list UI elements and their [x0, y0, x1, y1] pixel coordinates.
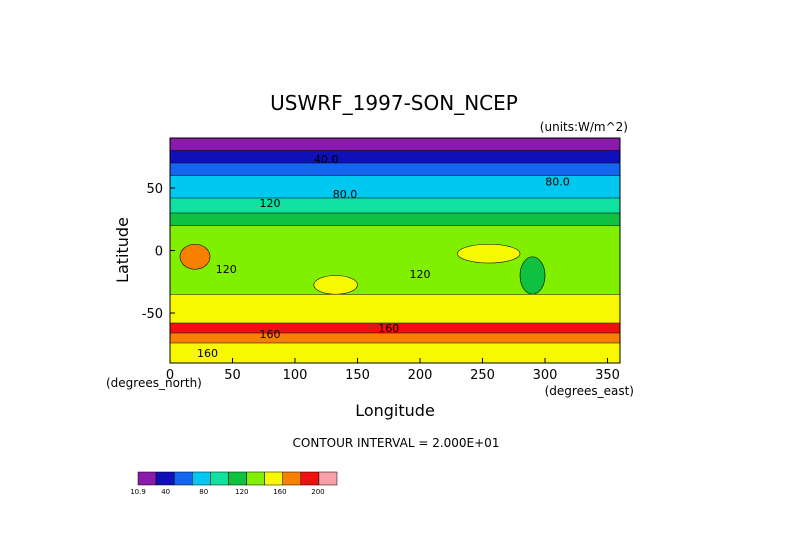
x-tick-label: 250: [470, 368, 495, 383]
heatmap-band: [170, 294, 620, 323]
contour-label: 160: [378, 322, 399, 335]
x-tick-label: 150: [345, 368, 370, 383]
heatmap-region-patch: [313, 275, 358, 295]
chart-title: USWRF_1997-SON_NCEP: [270, 91, 518, 115]
heatmap-band: [170, 225, 620, 295]
contour-label: 160: [197, 347, 218, 360]
heatmap-region-patch: [519, 256, 546, 295]
y-axis-ticks: -50 0 50: [142, 182, 175, 322]
y-axis-label: Latitude: [113, 217, 132, 283]
y-tick-label: 0: [155, 245, 163, 260]
colorbar-swatch: [318, 471, 338, 486]
colorbar-tick-label: 120: [235, 488, 248, 496]
colorbar-swatch: [192, 471, 211, 486]
x-tick-label: 50: [224, 368, 241, 383]
contour-label: 120: [410, 268, 431, 281]
contour-label: 120: [216, 263, 237, 276]
x-tick-label: 200: [408, 368, 433, 383]
colorbar: 10.9 40 80 120 160 200: [130, 471, 338, 496]
units-label: (units:W/m^2): [540, 120, 628, 134]
colorbar-swatch: [264, 471, 283, 486]
colorbar-swatch: [300, 471, 320, 486]
colorbar-tick-label: 10.9: [130, 488, 146, 496]
colorbar-swatch: [282, 471, 302, 486]
x-axis-label: Longitude: [355, 401, 435, 420]
heatmap-plot-area: [170, 138, 620, 363]
contour-label: 80.0: [545, 176, 570, 189]
x-tick-label: 100: [283, 368, 308, 383]
contour-interval-text: CONTOUR INTERVAL = 2.000E+01: [293, 436, 500, 450]
colorbar-tick-label: 40: [161, 488, 170, 496]
heatmap-region-patch: [457, 243, 521, 264]
y-tick-label: 50: [146, 182, 163, 197]
heatmap-band: [170, 333, 620, 343]
heatmap-region-patch: [179, 243, 211, 270]
contour-label: 160: [260, 328, 281, 341]
heatmap-band: [170, 175, 620, 198]
x-tick-label: 300: [533, 368, 558, 383]
x-tick-label: 350: [595, 368, 620, 383]
colorbar-swatch: [173, 471, 193, 486]
colorbar-swatch: [246, 471, 265, 486]
colorbar-tick-label: 160: [273, 488, 286, 496]
colorbar-swatch: [228, 471, 247, 486]
y-unit-label: (degrees_north): [106, 376, 202, 390]
contour-label: 80.0: [333, 188, 358, 201]
colorbar-swatch: [210, 471, 229, 486]
heatmap-band: [170, 213, 620, 226]
contour-labels: 40.0 80.0 80.0 120 120 120 160 160 160: [197, 153, 570, 360]
heatmap-band: [170, 323, 620, 333]
heatmap-band: [170, 163, 620, 176]
colorbar-tick-label: 200: [311, 488, 324, 496]
x-axis-ticks: 0 50 100 150 200 250 300 350: [166, 358, 620, 383]
heatmap-band: [170, 198, 620, 213]
y-tick-label: -50: [142, 307, 163, 322]
contour-label: 120: [260, 197, 281, 210]
colorbar-swatch: [137, 471, 157, 486]
x-tick-label: 0: [166, 368, 174, 383]
x-unit-label: (degrees_east): [545, 384, 634, 398]
heatmap-band: [170, 150, 620, 163]
contour-label: 40.0: [314, 153, 339, 166]
heatmap-band: [170, 343, 620, 363]
heatmap-band: [170, 138, 620, 151]
colorbar-tick-label: 80: [199, 488, 208, 496]
colorbar-swatch: [155, 471, 175, 486]
